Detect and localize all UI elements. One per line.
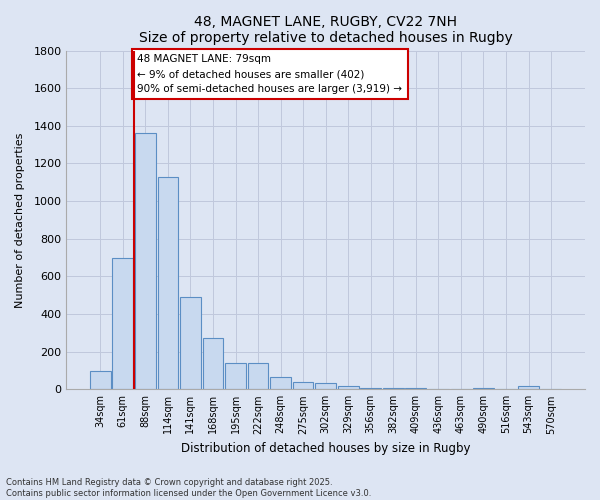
Text: 48 MAGNET LANE: 79sqm
← 9% of detached houses are smaller (402)
90% of semi-deta: 48 MAGNET LANE: 79sqm ← 9% of detached h… (137, 54, 403, 94)
Title: 48, MAGNET LANE, RUGBY, CV22 7NH
Size of property relative to detached houses in: 48, MAGNET LANE, RUGBY, CV22 7NH Size of… (139, 15, 512, 45)
Text: Contains HM Land Registry data © Crown copyright and database right 2025.
Contai: Contains HM Land Registry data © Crown c… (6, 478, 371, 498)
Bar (135, 134, 156, 390)
Bar (406, 388, 426, 390)
Bar (90, 372, 110, 390)
Bar (158, 176, 178, 390)
Bar (293, 382, 313, 390)
X-axis label: Distribution of detached houses by size in Rugby: Distribution of detached houses by size … (181, 442, 470, 455)
Bar (361, 388, 381, 390)
Bar (112, 258, 133, 390)
Bar (270, 377, 291, 390)
Bar (248, 363, 268, 390)
Y-axis label: Number of detached properties: Number of detached properties (15, 132, 25, 308)
Bar (203, 338, 223, 390)
Bar (225, 363, 246, 390)
Bar (338, 386, 359, 390)
Bar (383, 388, 404, 390)
Bar (180, 297, 201, 390)
Bar (518, 386, 539, 390)
Bar (315, 382, 336, 390)
Bar (473, 388, 494, 390)
